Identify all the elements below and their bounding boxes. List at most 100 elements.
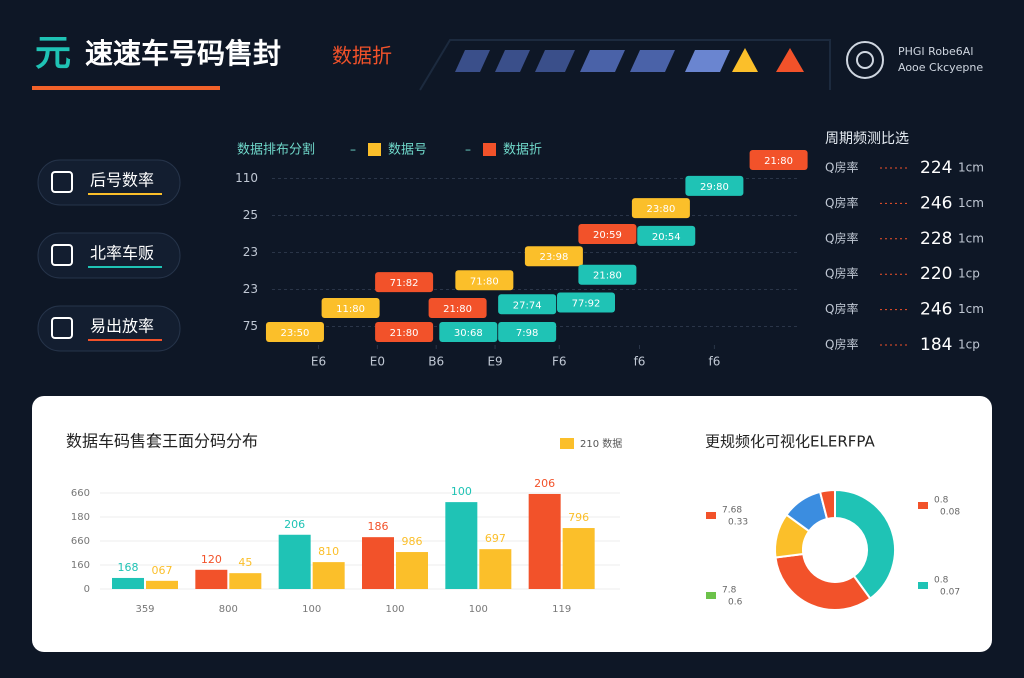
legend-swatch bbox=[918, 582, 928, 589]
legend-label: 数据折 bbox=[503, 143, 542, 158]
bar bbox=[312, 562, 345, 589]
bar-label: 206 bbox=[534, 477, 555, 490]
stat-label: Q房率 bbox=[825, 195, 858, 210]
box-label: 23:80 bbox=[646, 204, 675, 215]
bar-label: 186 bbox=[368, 520, 389, 533]
bar-label: 206 bbox=[284, 518, 305, 531]
triangle-orange bbox=[776, 48, 804, 72]
box-label: 30:68 bbox=[454, 328, 483, 339]
nav-icon bbox=[51, 244, 73, 266]
box bbox=[265, 322, 324, 343]
legend-swatch bbox=[918, 502, 928, 509]
stat-label: Q房率 bbox=[825, 266, 858, 281]
x-tick-label: B6 bbox=[428, 355, 444, 369]
box bbox=[498, 322, 557, 343]
x-tick-label: E9 bbox=[487, 355, 502, 369]
box-label: 71:80 bbox=[470, 276, 499, 287]
stat-label: Q房率 bbox=[825, 337, 858, 352]
user-icon-inner bbox=[856, 51, 874, 69]
box bbox=[428, 298, 487, 318]
box bbox=[637, 225, 696, 246]
box-label: 11:80 bbox=[336, 304, 365, 315]
stat-label: Q房率 bbox=[825, 301, 858, 316]
bar-label: 796 bbox=[568, 511, 589, 524]
donut-segment bbox=[774, 552, 872, 611]
bar bbox=[229, 573, 262, 589]
box-label: 21:80 bbox=[764, 156, 793, 167]
x-tick-label: 359 bbox=[135, 604, 154, 615]
box bbox=[578, 264, 637, 285]
y-tick-label: 660 bbox=[71, 536, 90, 547]
y-tick-label: 23 bbox=[243, 282, 258, 296]
legend-swatch bbox=[483, 143, 496, 156]
stat-value: 220 bbox=[920, 264, 952, 284]
user-line: Aooe Ckcyepne bbox=[898, 61, 983, 74]
legend-label: 0.8 bbox=[934, 496, 949, 506]
stat-unit: 1cp bbox=[958, 267, 980, 281]
y-tick-label: 23 bbox=[243, 245, 258, 259]
box bbox=[685, 175, 744, 196]
y-tick-label: 0 bbox=[84, 584, 90, 595]
x-tick-label: 100 bbox=[385, 604, 404, 615]
x-tick-label: F6 bbox=[552, 355, 567, 369]
nav-underline bbox=[88, 266, 162, 268]
box-label: 7:98 bbox=[516, 328, 538, 339]
x-tick-label: 100 bbox=[469, 604, 488, 615]
box bbox=[557, 292, 615, 313]
x-tick-label: 119 bbox=[552, 604, 571, 615]
legend-dash: – bbox=[465, 143, 471, 157]
bar-label: 100 bbox=[451, 485, 472, 498]
legend-label: 210 数据 bbox=[580, 437, 622, 450]
legend-label: 数据号 bbox=[388, 143, 427, 158]
y-tick-label: 160 bbox=[71, 560, 90, 571]
bar bbox=[146, 580, 178, 589]
legend-swatch bbox=[706, 512, 716, 519]
header-frame bbox=[419, 39, 831, 91]
stat-label: Q房率 bbox=[825, 160, 858, 175]
x-tick-label: E6 bbox=[311, 355, 326, 369]
nav-underline bbox=[88, 193, 162, 195]
bar-label: 45 bbox=[238, 556, 252, 569]
title: 速速车号码售封 bbox=[85, 37, 281, 70]
y-tick-label: 180 bbox=[71, 512, 90, 523]
stat-value: 184 bbox=[920, 335, 952, 355]
box bbox=[455, 270, 514, 291]
box-label: 21:80 bbox=[443, 304, 472, 315]
box-label: 21:80 bbox=[593, 271, 622, 282]
nav-underline bbox=[88, 339, 162, 341]
legend-swatch bbox=[706, 592, 716, 599]
bar bbox=[195, 569, 228, 589]
bar-label: 810 bbox=[318, 545, 339, 558]
chart-title: 数据车码售套王面分码分布 bbox=[66, 432, 258, 451]
box-label: 77:92 bbox=[572, 298, 601, 309]
user-icon[interactable] bbox=[846, 41, 884, 79]
nav-icon bbox=[51, 317, 73, 339]
box bbox=[498, 294, 557, 315]
bar bbox=[278, 534, 311, 589]
bar bbox=[562, 528, 595, 589]
stat-unit: 1cm bbox=[958, 302, 984, 316]
bar bbox=[445, 502, 478, 589]
y-tick-label: 75 bbox=[243, 319, 258, 333]
box bbox=[524, 246, 583, 267]
bar bbox=[396, 552, 428, 589]
nav-label: 易出放率 bbox=[90, 317, 154, 336]
nav-label: 北率车贩 bbox=[90, 244, 154, 263]
bar-label: 168 bbox=[118, 561, 139, 574]
user-line: PHGI Robe6Al bbox=[898, 45, 973, 58]
stat-value: 228 bbox=[920, 229, 952, 249]
stat-label: Q房率 bbox=[825, 230, 858, 245]
box-label: 21:80 bbox=[390, 328, 419, 339]
box bbox=[631, 198, 690, 219]
logo: 元 bbox=[35, 33, 71, 74]
stripes bbox=[455, 50, 730, 72]
box-label: 29:80 bbox=[700, 182, 729, 193]
bottom-card bbox=[32, 396, 992, 652]
legend-label: 7.68 bbox=[722, 506, 742, 516]
bar-label: 067 bbox=[152, 564, 173, 577]
box-label: 27:74 bbox=[513, 300, 542, 311]
stats-title: 周期频测比选 bbox=[825, 131, 909, 147]
box-label: 23:50 bbox=[281, 328, 310, 339]
bar bbox=[528, 493, 561, 589]
y-tick-label: 25 bbox=[243, 208, 258, 222]
